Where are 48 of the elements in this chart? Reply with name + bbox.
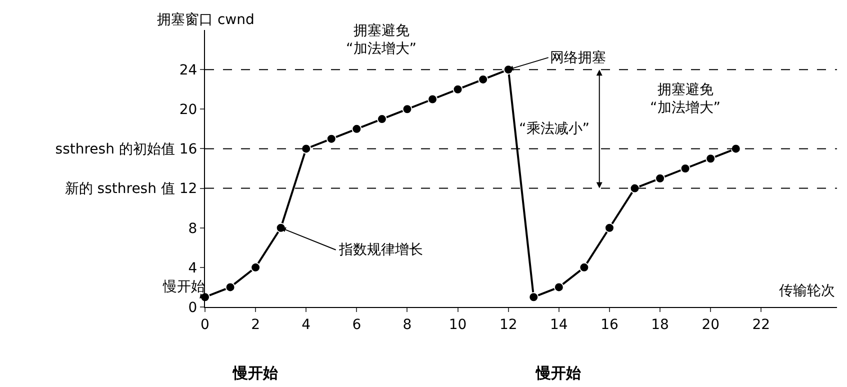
x-tick-label: 4 <box>302 316 311 333</box>
x-tick-label: 20 <box>702 316 720 333</box>
x-tick-label: 2 <box>251 316 260 333</box>
point <box>706 154 716 164</box>
point <box>680 164 690 174</box>
annotation: 慢开始 <box>162 279 205 295</box>
x-tick-label: 14 <box>550 316 568 333</box>
point <box>579 262 590 272</box>
point <box>402 104 412 114</box>
x-axis-title: 传输轮次 <box>779 283 835 299</box>
x-tick-label: 10 <box>448 316 467 333</box>
point <box>301 144 312 154</box>
point <box>326 134 336 144</box>
annotation: “乘法减小” <box>519 121 590 137</box>
point <box>376 114 387 124</box>
text: 慢开始 <box>232 364 279 382</box>
annotation: 拥塞避免 “加法增大” <box>346 23 417 58</box>
text: 慢开始 <box>535 364 582 382</box>
x-tick-label: 18 <box>651 316 669 333</box>
y-tick-label: 新的 ssthresh 值 12 <box>64 181 198 198</box>
y-tick-label: 8 <box>188 220 198 237</box>
y-tick-label: 24 <box>179 62 198 78</box>
point <box>352 124 362 134</box>
point <box>655 173 666 184</box>
annotation: 拥塞避免 “加法增大” <box>650 82 721 116</box>
y-tick-label: 20 <box>179 102 198 118</box>
point <box>630 183 640 194</box>
point <box>730 144 741 154</box>
x-tick-label: 6 <box>352 316 362 333</box>
y-tick-label: ssthresh 的初始值 16 <box>55 142 198 158</box>
point <box>554 282 564 292</box>
point <box>528 292 539 302</box>
point <box>604 222 614 233</box>
x-tick-label: 0 <box>200 316 210 333</box>
point <box>250 262 261 272</box>
x-tick-label: 12 <box>499 316 518 333</box>
y-tick-label: 4 <box>188 260 198 276</box>
y-tick-label: 0 <box>188 300 198 316</box>
y-axis-title: 拥塞窗口 cwnd <box>157 12 254 28</box>
point <box>478 74 488 84</box>
point <box>452 84 463 94</box>
annotation: 网络拥塞 <box>550 50 606 66</box>
annotation: 指数规律增长 <box>338 242 423 258</box>
point <box>428 94 438 104</box>
x-tick-label: 22 <box>752 316 770 333</box>
x-tick-label: 8 <box>402 316 412 333</box>
x-tick-label: 16 <box>600 316 618 333</box>
point <box>225 282 236 292</box>
